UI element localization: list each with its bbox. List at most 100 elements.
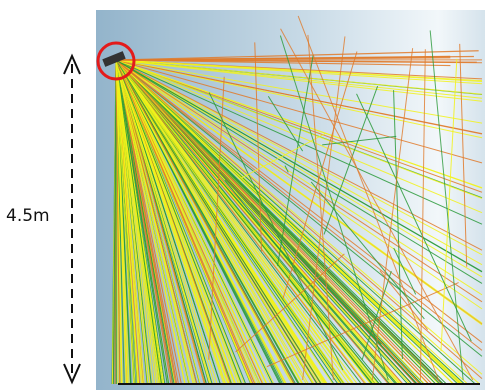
ray-bundle (111, 15, 483, 385)
height-label: 4.5m (6, 206, 50, 226)
ray-line (241, 133, 326, 179)
ray-line (115, 59, 483, 135)
ray-line (208, 92, 344, 371)
ray-line (284, 165, 289, 173)
ray-line (393, 247, 417, 295)
ray-line (115, 59, 346, 385)
ray-line (115, 59, 211, 385)
sensor-device-icon (102, 51, 126, 67)
ray-line (115, 59, 328, 385)
ray-line (115, 59, 483, 310)
ray-line (224, 179, 303, 278)
ray-line (115, 59, 358, 385)
ray-line (267, 96, 304, 152)
ray-line (115, 50, 479, 61)
ray-line (115, 59, 483, 343)
ray-line (115, 59, 483, 251)
ray-line (115, 59, 275, 385)
ray-line (115, 59, 483, 278)
ray-line (115, 59, 441, 385)
ray-line (440, 58, 458, 352)
ray-line (115, 59, 227, 385)
ray-line (115, 59, 483, 99)
ray-line (115, 59, 201, 385)
ray-line (322, 135, 397, 146)
ray-line (115, 59, 483, 193)
ray-line (115, 59, 295, 385)
ray-line (115, 59, 411, 385)
ray-line (115, 59, 483, 284)
ray-line (115, 59, 198, 385)
ray-line (323, 85, 379, 235)
ray-line (282, 51, 358, 299)
ray-line (115, 59, 483, 164)
ray-line (419, 49, 426, 381)
ray-line (115, 59, 139, 385)
ray-line (115, 59, 430, 385)
ray-line (115, 59, 404, 385)
ray-line (254, 42, 263, 252)
ray-line (115, 59, 483, 139)
ray-line (115, 59, 286, 385)
ray-line (115, 59, 236, 385)
ray-line (115, 59, 243, 385)
ray-line (115, 59, 483, 351)
ray-line (115, 59, 215, 385)
ray-line (361, 270, 392, 360)
ray-line (115, 59, 483, 272)
ray-line (115, 59, 389, 385)
ray-line (115, 59, 483, 95)
ray-line (115, 59, 477, 63)
ray-line (115, 59, 175, 385)
ray-line (115, 59, 350, 385)
ray-line (115, 59, 383, 385)
ray-line (115, 59, 307, 385)
ray-line (115, 59, 135, 385)
ray-line (115, 59, 267, 385)
ray-line (115, 59, 206, 385)
ray-line (115, 59, 282, 385)
ray-line (115, 59, 221, 385)
ray-line (115, 59, 483, 266)
ray-line (115, 59, 483, 225)
ray-line (276, 55, 314, 266)
ray-line (297, 15, 440, 381)
ray-line (115, 59, 145, 385)
ray-line (356, 93, 472, 342)
height-dimension-arrow (63, 53, 81, 385)
ray-line (115, 59, 254, 385)
ray-line (115, 59, 483, 296)
ray-line (208, 76, 225, 360)
ray-line (115, 59, 191, 385)
ray-line (302, 36, 346, 381)
ray-line (115, 59, 483, 303)
ray-line (115, 59, 483, 189)
ray-line (115, 59, 483, 324)
ray-line (115, 59, 483, 256)
ray-line (279, 35, 389, 381)
ray-line (115, 59, 157, 385)
ray-line (115, 59, 483, 102)
ray-line (371, 48, 414, 381)
ray-line (115, 59, 149, 385)
ray-line (393, 90, 403, 360)
ray-line (379, 270, 429, 331)
ray-line (115, 59, 121, 385)
ray-line (115, 59, 168, 385)
ray-line (429, 30, 464, 381)
ray-line (115, 55, 474, 61)
ray-line (115, 59, 483, 82)
ray-line (115, 59, 483, 199)
ray-line (115, 59, 300, 385)
ray-line (115, 59, 162, 385)
ray-line (115, 59, 376, 385)
ray-line (115, 59, 186, 385)
ray-line (459, 43, 468, 267)
ray-line (250, 203, 382, 345)
ray-line (235, 253, 345, 353)
ray-line (115, 59, 259, 385)
ray-line (115, 59, 394, 385)
ray-line (310, 181, 425, 320)
ray-line (115, 59, 127, 385)
